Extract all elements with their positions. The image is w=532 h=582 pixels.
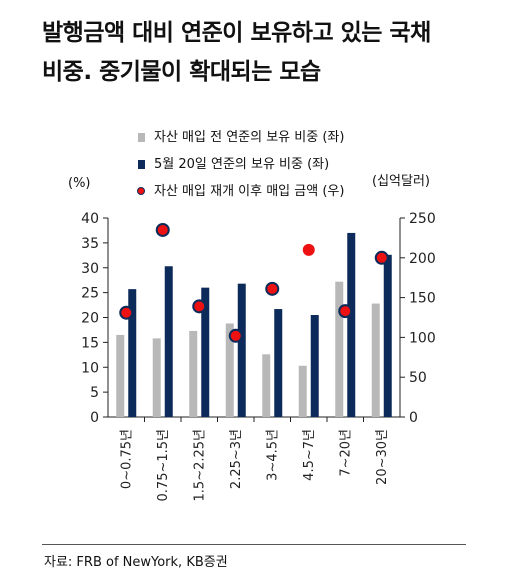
y-left-tick-label: 40 (81, 211, 99, 227)
y-right-tick-label: 100 (409, 330, 436, 346)
x-category-label: 0.75~1.5년 (156, 429, 171, 501)
bar-before-purchase (116, 334, 125, 417)
x-category-label: 7~20년 (338, 429, 353, 477)
bar-before-purchase (189, 330, 198, 417)
legend-label-purchase: 자산 매입 재개 이후 매입 금액 (우) (154, 184, 345, 199)
y-left-tick-label: 20 (81, 311, 99, 327)
x-category-label: 2.25~3년 (229, 429, 244, 489)
source-note: 자료: FRB of NewYork, KB증권 (44, 555, 228, 570)
y-left-tick-label: 25 (81, 286, 99, 302)
bar-may-20 (164, 266, 173, 417)
bar-may-20 (201, 287, 210, 417)
bar-before-purchase (225, 323, 234, 417)
purchase-amount-dot (374, 250, 389, 265)
bar-before-purchase (262, 354, 271, 417)
bar-before-purchase (152, 338, 161, 417)
legend-label-before: 자산 매입 전 연준의 보유 비중 (좌) (154, 130, 345, 145)
title-line-2: 비중. 중기물이 확대되는 모습 (42, 59, 321, 85)
bar-may-20 (128, 289, 137, 417)
x-category-label: 3~4.5년 (265, 429, 280, 481)
x-category-label: 1.5~2.25년 (192, 429, 207, 501)
y-left-tick-label: 15 (81, 335, 99, 351)
legend: 자산 매입 전 연준의 보유 비중 (좌) 5월 20일 연준의 보유 비중 (… (137, 124, 345, 205)
y-right-tick-label: 50 (409, 370, 427, 386)
bar-may-20 (383, 254, 392, 417)
bar-may-20 (347, 232, 356, 417)
y-right-tick-label: 250 (409, 211, 436, 227)
bar-may-20 (237, 283, 246, 417)
bar-may-20 (310, 315, 319, 417)
y-left-tick-label: 0 (90, 410, 99, 426)
y-left-tick-label: 35 (81, 236, 99, 252)
y-left-unit-label: (%) (68, 176, 91, 191)
y-right-unit-label: (십억달러) (372, 174, 430, 189)
purchase-amount-dot (155, 222, 170, 237)
title-line-1: 발행금액 대비 연준이 보유하고 있는 국채 (42, 20, 431, 46)
x-category-label: 0~0.75년 (119, 429, 134, 489)
y-left-tick-label: 30 (81, 261, 99, 277)
legend-item-before: 자산 매입 전 연준의 보유 비중 (좌) (138, 124, 344, 151)
legend-swatch-gray (138, 133, 145, 142)
y-right-tick-label: 0 (409, 410, 418, 426)
y-right-tick-label: 200 (409, 251, 436, 267)
purchase-amount-dot (338, 304, 353, 319)
chart-title: 발행금액 대비 연준이 보유하고 있는 국채 비중. 중기물이 확대되는 모습 (42, 14, 512, 92)
legend-item-purchase: 자산 매입 재개 이후 매입 금액 (우) (137, 178, 345, 205)
bar-before-purchase (371, 303, 380, 417)
y-right-tick-label: 150 (409, 291, 436, 307)
bar-before-purchase (298, 365, 307, 417)
purchase-amount-dot (302, 243, 315, 256)
bar-may-20 (274, 309, 283, 417)
legend-swatch-navy (138, 160, 145, 169)
legend-label-may20: 5월 20일 연준의 보유 비중 (좌) (154, 157, 330, 172)
purchase-amount-dot (192, 299, 207, 314)
x-category-label: 4.5~7년 (302, 429, 317, 481)
purchase-amount-dot (228, 328, 243, 343)
y-left-tick-label: 5 (90, 385, 99, 401)
x-category-label: 20~30년 (375, 429, 390, 485)
legend-item-may20: 5월 20일 연준의 보유 비중 (좌) (138, 151, 344, 178)
source-divider (42, 544, 466, 545)
y-left-tick-label: 10 (81, 360, 99, 376)
bar-before-purchase (335, 281, 344, 417)
legend-swatch-red-dot (137, 187, 145, 195)
bar-chart: 0 5 10 15 20 25 30 35 40 0 50 100 150 200 250 0~0.75년 0.… (81, 211, 436, 501)
purchase-amount-dot (119, 305, 134, 320)
purchase-amount-dot (265, 281, 280, 296)
